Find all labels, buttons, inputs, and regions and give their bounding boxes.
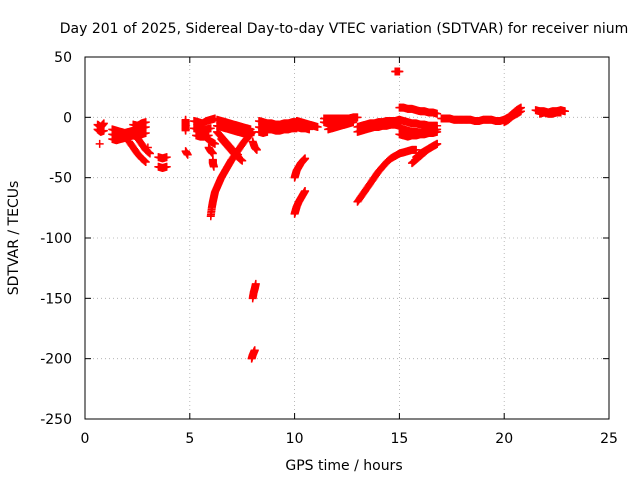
y-tick-label: -200: [40, 352, 72, 368]
data-point: [209, 162, 218, 171]
data-point: [395, 67, 404, 76]
data-point: [263, 127, 272, 136]
data-point: [313, 122, 322, 131]
x-tick-label: 15: [390, 431, 408, 447]
data-point: [433, 109, 442, 118]
data-point: [353, 113, 362, 122]
plot-frame: [84, 56, 610, 420]
x-tick-label: 5: [185, 431, 194, 447]
data-point: [99, 119, 108, 128]
data-point: [145, 149, 154, 158]
data-point: [252, 145, 261, 154]
y-tick-label: 50: [54, 50, 72, 66]
data-point: [560, 107, 569, 116]
chart-title: Day 201 of 2025, Sidereal Day-to-day VTE…: [60, 21, 629, 37]
x-tick-label: 25: [600, 431, 618, 447]
y-axis-label: SDTVAR / TECUs: [6, 181, 22, 296]
data-point: [238, 156, 247, 165]
data-point: [162, 153, 171, 162]
x-axis-label: GPS time / hours: [285, 458, 402, 474]
grid: [85, 57, 609, 419]
data-point: [210, 139, 219, 148]
data-point: [143, 143, 152, 152]
data-point: [307, 121, 316, 130]
data-point: [250, 346, 259, 355]
y-tick-label: -250: [40, 412, 72, 428]
data-point: [141, 118, 150, 127]
data-point: [99, 126, 108, 135]
data-point: [141, 129, 150, 138]
data-point: [301, 186, 310, 195]
data-point: [412, 145, 421, 154]
y-tick-label: -150: [40, 291, 72, 307]
data-point: [181, 126, 190, 135]
data-point: [516, 107, 525, 116]
data-point: [251, 279, 260, 288]
x-tick-label: 0: [81, 431, 90, 447]
axis-ticks: 0 5 10 15 20 25 -250 -200 -150 -100 -50 0 50: [40, 50, 618, 447]
data-point: [183, 150, 192, 159]
data-point: [141, 157, 150, 166]
data-point: [556, 108, 565, 117]
data-point: [206, 124, 215, 133]
y-tick-label: -100: [40, 231, 72, 247]
data-point: [162, 162, 171, 171]
data-point: [95, 139, 104, 148]
y-tick-label: 0: [63, 110, 72, 126]
y-tick-label: -50: [49, 171, 72, 187]
x-tick-label: 10: [286, 431, 304, 447]
data-point: [349, 118, 358, 127]
data-points: [93, 67, 569, 363]
data-point: [301, 154, 310, 163]
x-tick-label: 20: [495, 431, 513, 447]
data-point: [433, 139, 442, 148]
data-point: [120, 133, 129, 142]
data-point: [433, 127, 442, 136]
data-point: [246, 131, 255, 140]
